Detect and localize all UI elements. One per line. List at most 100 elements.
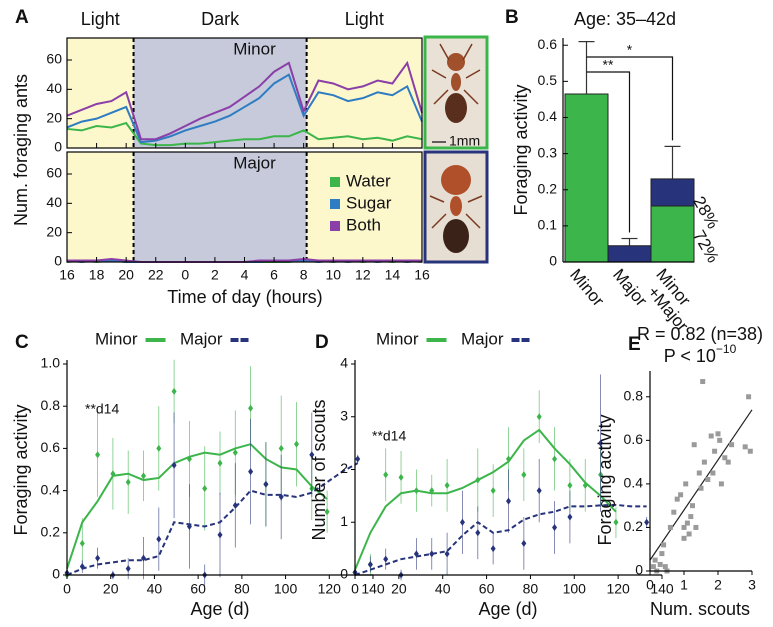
y-axis-label: Num. foraging ants (11, 74, 31, 226)
y-tick-label: 0 (54, 253, 62, 269)
point (171, 461, 177, 469)
point (659, 551, 665, 557)
y-tick-label: 0.4 (41, 481, 61, 497)
x-tick-label: 4 (241, 267, 249, 283)
point (700, 379, 706, 385)
point (79, 563, 85, 571)
point (367, 560, 373, 568)
y-tick-label: 20 (46, 223, 62, 239)
point (278, 444, 284, 452)
point (490, 487, 496, 495)
chart-subtitle: P < 10−10 (664, 342, 737, 366)
point (688, 514, 694, 520)
fit-line (66, 443, 328, 569)
x-tick-label: 1 (680, 577, 688, 593)
point (644, 518, 650, 526)
point (125, 565, 131, 573)
x-tick-label: 10 (325, 267, 341, 283)
series-line (66, 73, 423, 144)
minor-ant (431, 43, 481, 123)
y-tick-label: 0.3 (538, 144, 558, 160)
y-tick-label: 60 (46, 165, 62, 181)
y-tick-label: 0 (54, 139, 62, 155)
legend-label: Water (346, 171, 391, 190)
x-tick-label: 60 (190, 581, 206, 597)
x-tick-label: 20 (391, 581, 407, 597)
y-tick-label: 40 (46, 80, 62, 96)
significance-bracket (586, 71, 631, 233)
point (506, 497, 511, 505)
point (681, 535, 687, 541)
series-line (66, 60, 423, 141)
y-tick-label: 0.5 (538, 72, 558, 88)
annotation: **d14 (85, 401, 119, 417)
point (355, 455, 361, 463)
y-tick-label: 0.2 (538, 180, 558, 196)
point (598, 439, 604, 447)
y-tick-label: 0.4 (538, 108, 558, 124)
x-tick-label: 16 (414, 267, 430, 283)
y-tick-label: 0.6 (624, 431, 644, 447)
point (413, 550, 419, 558)
fit-line (354, 428, 617, 571)
x-tick-label: 120 (606, 581, 630, 597)
point (444, 481, 450, 489)
point (429, 550, 435, 558)
y-tick-label: 0.6 (41, 439, 61, 455)
point (294, 440, 299, 448)
phase-label: Light (81, 9, 120, 29)
phase-label: Light (345, 9, 384, 29)
y-tick-label: 0 (340, 566, 348, 582)
point (398, 473, 404, 481)
point (681, 524, 687, 530)
panel-letter: C (15, 332, 29, 353)
point (715, 431, 721, 437)
bar (650, 178, 695, 207)
point (490, 545, 496, 553)
subtitle-base: P < 10 (664, 346, 716, 366)
y-tick-label: 0.6 (538, 36, 558, 52)
point (582, 481, 588, 489)
x-tick-label: 20 (118, 267, 134, 283)
legend-label: Both (346, 215, 381, 234)
point (725, 459, 731, 465)
legend-label: Minor (376, 329, 419, 348)
point (248, 468, 254, 476)
y-tick-label: 1.0 (41, 355, 61, 371)
point (693, 524, 699, 530)
y-axis-label: Foraging activity (11, 404, 31, 535)
y-tick-label: 40 (46, 194, 62, 210)
y-tick-label: 0.4 (624, 475, 644, 491)
y-tick-label: 0.8 (624, 387, 644, 403)
y-tick-label: 0 (635, 562, 643, 578)
point (506, 455, 511, 463)
point (521, 471, 527, 479)
point (567, 513, 573, 521)
legend-swatch (330, 221, 340, 231)
x-tick-label: 40 (147, 581, 163, 597)
point (698, 485, 704, 491)
point (186, 522, 192, 530)
phase-band (133, 152, 307, 262)
scale-bar-label: 1mm (449, 133, 480, 149)
point (156, 535, 162, 543)
point (567, 481, 573, 489)
x-tick-label: 140 (361, 581, 385, 597)
point (657, 561, 663, 567)
point (705, 477, 711, 483)
point (718, 481, 724, 487)
x-axis-label: Age (d) (478, 599, 537, 619)
legend-label: Major (180, 329, 223, 348)
point (683, 481, 689, 487)
point (413, 487, 419, 495)
point (717, 437, 723, 443)
phase-band (306, 152, 422, 262)
point (708, 433, 714, 439)
point (747, 448, 753, 454)
significance-label: ** (603, 57, 614, 73)
point (232, 449, 238, 457)
point (696, 470, 702, 476)
x-tick-label: 40 (435, 581, 451, 597)
fit-line (66, 462, 359, 576)
plot-frame (66, 37, 423, 149)
